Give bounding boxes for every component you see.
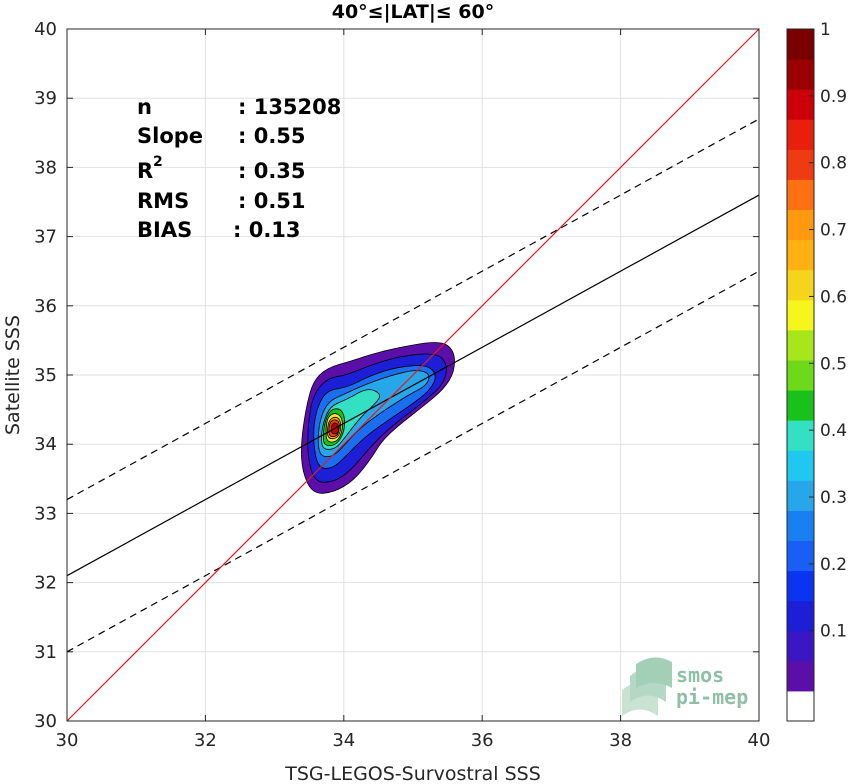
colorbar-tick-label: 0.7	[820, 221, 847, 241]
y-tick-labels: 30 31 32 33 34 35 36 37 38 39 40	[34, 19, 759, 732]
colorbar-tick-label: 0.8	[820, 154, 847, 174]
logo-text-smos: smos	[676, 663, 724, 687]
stat-rms-label: RMS	[137, 189, 189, 213]
stat-bias-label: BIAS	[137, 218, 192, 242]
x-tick-label: 40	[748, 730, 771, 751]
colorbar-tick-label: 0.9	[820, 87, 847, 107]
y-tick-label: 33	[34, 503, 57, 524]
y-tick-label: 36	[34, 296, 57, 317]
colorbar-segment	[787, 540, 814, 572]
grid	[66, 28, 760, 722]
colorbar-segment	[787, 570, 814, 602]
x-tick-label: 34	[332, 730, 355, 751]
logo-waves-icon	[622, 657, 672, 716]
colorbar-segment	[787, 149, 814, 180]
colorbar-tick-label: 0.5	[820, 354, 847, 374]
colorbar-tick-label: 0.4	[820, 421, 847, 441]
stat-slope-value: : 0.55	[238, 124, 306, 148]
y-tick-label: 30	[34, 711, 57, 732]
y-tick-label: 34	[34, 434, 57, 455]
regression-lines	[66, 28, 760, 722]
stat-rms-value: : 0.51	[238, 189, 306, 213]
colorbar-segment	[787, 179, 814, 211]
colorbar-segment	[787, 269, 814, 301]
colorbar-segment	[787, 690, 814, 722]
y-tick-label: 31	[34, 642, 57, 663]
x-tick-label: 30	[56, 730, 79, 751]
colorbar-segment	[787, 510, 814, 541]
colorbar-frame	[786, 28, 815, 722]
x-tick-label: 38	[609, 730, 632, 751]
colorbar-segment	[787, 600, 814, 632]
colorbar-tick-label: 1	[820, 20, 831, 40]
colorbar-segment	[787, 209, 814, 241]
stat-n-value: : 135208	[238, 95, 341, 119]
colorbar-segment	[787, 89, 814, 120]
stat-bias-value: : 0.13	[233, 218, 301, 242]
identity-line	[66, 28, 760, 722]
colorbar-segment	[787, 359, 814, 391]
x-tick-label: 32	[194, 730, 217, 751]
stat-r2-label: R	[137, 159, 153, 183]
y-tick-label: 37	[34, 227, 57, 248]
colorbar-segment	[787, 450, 814, 481]
colorbar-tick-label: 0.2	[820, 555, 847, 575]
smos-pimep-logo: smos pi-mep	[622, 657, 748, 716]
colorbar-tick-label: 0.3	[820, 488, 847, 508]
y-tick-label: 38	[34, 157, 57, 178]
x-tick-label: 36	[471, 730, 494, 751]
stat-r2-value: : 0.35	[238, 159, 306, 183]
colorbar-segment	[787, 119, 814, 150]
colorbar-segment	[787, 239, 814, 271]
y-tick-label: 39	[34, 88, 57, 109]
x-tick-labels: 30 32 34 36 38 40	[56, 29, 771, 751]
plot-area: 30 32 34 36 38 40 30 31 32 33 34 35 36 37 38 39 40	[34, 19, 770, 751]
colorbar-segment	[787, 299, 814, 331]
colorbar-segment	[787, 480, 814, 511]
colorbar-segment	[787, 630, 814, 662]
stat-slope-label: Slope	[137, 124, 203, 148]
y-tick-label: 32	[34, 573, 57, 594]
colorbar-segment	[787, 390, 814, 421]
colorbar-segment	[787, 59, 814, 90]
colorbar: 0.1 0.2 0.3 0.4 0.5 0.6 0.7 0.8 0.9 1	[786, 20, 847, 722]
colorbar-segment	[787, 329, 814, 361]
stat-n-label: n	[137, 95, 152, 119]
colorbar-segment	[787, 420, 814, 451]
colorbar-segment	[787, 660, 814, 692]
colorbar-tick-label: 0.6	[820, 287, 847, 307]
y-tick-label: 35	[34, 365, 57, 386]
colorbar-segment	[787, 29, 814, 60]
chart-title: 40°≤|LAT|≤ 60°	[332, 1, 495, 23]
y-axis-label: Satellite SSS	[2, 315, 24, 435]
colorbar-tick-label: 0.1	[820, 622, 847, 642]
fit-regression-line	[66, 194, 760, 577]
stat-r2-superscript: 2	[153, 154, 163, 170]
y-tick-label: 40	[34, 19, 57, 40]
x-axis-label: TSG-LEGOS-Survostral SSS	[284, 763, 541, 784]
stats-box: n : 135208 Slope : 0.55 R 2 : 0.35 RMS :…	[137, 95, 341, 242]
logo-text-pimep: pi-mep	[676, 685, 748, 709]
